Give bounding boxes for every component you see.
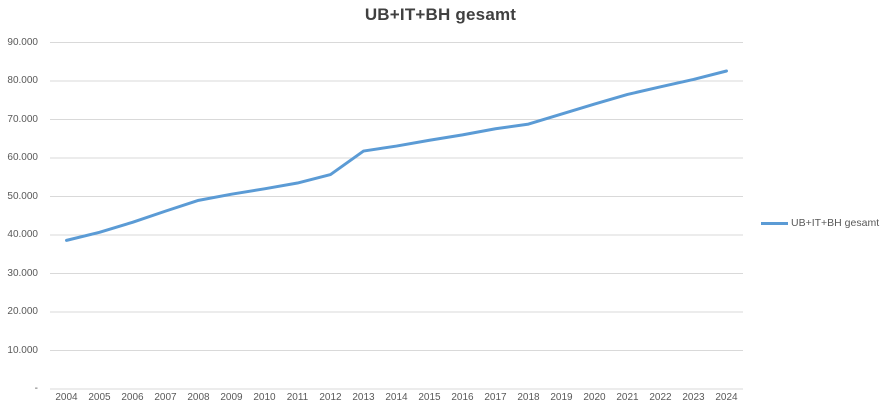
x-axis-tick-label: 2009: [220, 392, 243, 403]
x-axis-tick-label: 2017: [484, 392, 507, 403]
x-axis-tick-label: 2020: [583, 392, 606, 403]
x-axis-tick-label: 2024: [715, 392, 738, 403]
x-axis-tick-label: 2004: [55, 392, 78, 403]
x-axis-tick-label: 2015: [418, 392, 441, 403]
y-axis-tick-label: 50.000: [7, 190, 38, 202]
x-axis-tick-label: 2010: [253, 392, 276, 403]
y-axis-tick-label: 30.000: [7, 267, 38, 279]
legend-line-swatch: [761, 221, 788, 225]
y-axis-tick-label: 10.000: [7, 344, 38, 356]
x-axis-tick-label: 2014: [385, 392, 408, 403]
y-axis-tick-label: 90.000: [7, 36, 38, 48]
x-axis-tick-label: 2013: [352, 392, 375, 403]
x-axis-tick-label: 2012: [319, 392, 342, 403]
y-axis-tick-label: 70.000: [7, 113, 38, 125]
x-axis-tick-label: 2021: [616, 392, 639, 403]
x-axis-tick-label: 2022: [649, 392, 672, 403]
chart-title: UB+IT+BH gesamt: [364, 5, 517, 24]
legend[interactable]: UB+IT+BH gesamt: [761, 216, 879, 230]
x-axis-tick-label: 2019: [550, 392, 573, 403]
legend-label: UB+IT+BH gesamt: [791, 217, 880, 229]
x-axis-tick-label: 2023: [682, 392, 705, 403]
x-axis-tick-label: 2006: [121, 392, 144, 403]
x-axis-tick-label: 2016: [451, 392, 474, 403]
y-axis-tick-label: -: [34, 383, 38, 394]
y-axis-tick-label: 40.000: [7, 229, 38, 240]
x-axis-tick-label: 2018: [517, 392, 540, 403]
x-axis-tick-label: 2011: [286, 392, 309, 403]
y-axis-tick-label: 60.000: [7, 152, 38, 163]
y-axis-tick-label: 80.000: [7, 75, 38, 86]
x-axis-tick-label: 2008: [187, 392, 210, 403]
series-line[interactable]: [65, 69, 728, 242]
x-axis-tick-label: 2005: [88, 392, 111, 403]
y-axis-tick-label: 20.000: [7, 306, 38, 317]
x-axis-tick-label: 2007: [154, 392, 177, 403]
